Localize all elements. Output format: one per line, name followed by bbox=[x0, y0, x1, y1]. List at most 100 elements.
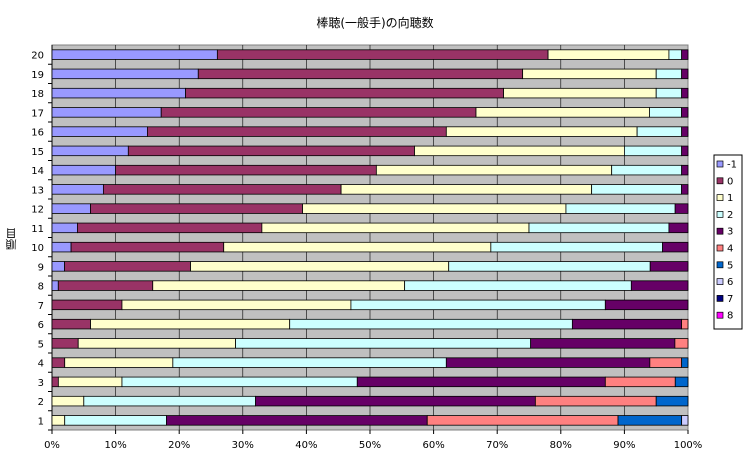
bar-segment bbox=[64, 357, 174, 368]
bar-segment bbox=[604, 299, 689, 311]
bar-segment bbox=[223, 241, 492, 253]
bar-segment bbox=[681, 68, 689, 80]
bar-segment bbox=[190, 261, 450, 272]
bar-segment bbox=[51, 376, 59, 388]
bar-segment bbox=[185, 87, 504, 99]
bar-segment bbox=[350, 299, 606, 311]
legend-label: 8 bbox=[727, 311, 733, 322]
y-tick-label: 8 bbox=[38, 282, 44, 293]
bar-segment bbox=[77, 338, 236, 349]
bar-segment bbox=[630, 280, 689, 291]
bar-segment bbox=[261, 222, 530, 234]
bar-segment bbox=[51, 107, 162, 118]
bar-segment bbox=[51, 68, 199, 80]
legend-swatch bbox=[716, 227, 724, 235]
bar-segment bbox=[83, 395, 256, 407]
y-tick-label: 6 bbox=[38, 320, 44, 331]
bar-segment bbox=[356, 376, 606, 388]
bar-segment bbox=[51, 395, 85, 407]
bar-segment bbox=[57, 376, 123, 388]
chart-title: 棒聴(一般手)の向聴数 bbox=[316, 16, 434, 30]
legend-label: 4 bbox=[727, 244, 733, 255]
bar-segment bbox=[617, 415, 683, 426]
bar-segment bbox=[404, 280, 632, 291]
legend-swatch bbox=[716, 177, 724, 185]
y-tick-label: 3 bbox=[38, 378, 44, 389]
bar-segment bbox=[197, 68, 524, 80]
legend-label: -1 bbox=[727, 160, 737, 171]
bar-segment bbox=[77, 222, 263, 234]
bar-segment bbox=[64, 261, 191, 272]
bar-segment bbox=[302, 203, 567, 214]
y-tick-label: 15 bbox=[31, 147, 44, 158]
bar-segment bbox=[51, 184, 104, 195]
bar-segment bbox=[51, 87, 186, 99]
y-tick-label: 5 bbox=[38, 339, 44, 350]
bar-segment bbox=[51, 299, 123, 311]
y-tick-label: 18 bbox=[31, 89, 44, 100]
bar-segment bbox=[340, 184, 593, 195]
legend-label: 2 bbox=[727, 210, 733, 221]
legend-label: 1 bbox=[727, 193, 733, 204]
bar-segment bbox=[51, 357, 66, 368]
bar-segment bbox=[611, 164, 683, 176]
legend-label: 7 bbox=[727, 294, 733, 305]
x-tick-label: 60% bbox=[422, 440, 444, 451]
bar-segment bbox=[51, 222, 78, 234]
x-tick-label: 10% bbox=[104, 440, 126, 451]
bar-segment bbox=[528, 222, 670, 234]
y-tick-label: 13 bbox=[31, 185, 44, 196]
bar-segment bbox=[681, 184, 689, 195]
legend-swatch bbox=[716, 211, 724, 218]
bar-segment bbox=[255, 395, 536, 407]
bar-segment bbox=[522, 68, 657, 80]
bar-segment bbox=[674, 376, 689, 388]
legend-swatch bbox=[716, 194, 724, 201]
bar-segment bbox=[172, 357, 447, 368]
bar-segment bbox=[121, 299, 352, 311]
legend-swatch bbox=[716, 160, 724, 168]
bar-segment bbox=[565, 203, 676, 214]
x-tick-label: 90% bbox=[613, 440, 635, 451]
legend-swatch bbox=[716, 278, 724, 285]
bar-segment bbox=[152, 280, 406, 291]
bar-segment bbox=[235, 338, 532, 349]
bar-segment bbox=[681, 126, 689, 137]
bar-segment bbox=[662, 241, 689, 253]
legend-label: 6 bbox=[727, 277, 733, 288]
bar-segment bbox=[649, 261, 689, 272]
bar-segment bbox=[70, 241, 225, 253]
bar-segment bbox=[503, 87, 657, 99]
bar-segment bbox=[414, 145, 625, 157]
bar-segment bbox=[655, 395, 689, 407]
bar-segment bbox=[51, 415, 66, 426]
legend-label: 5 bbox=[727, 260, 733, 271]
bar-segment bbox=[530, 338, 676, 349]
legend-swatch bbox=[716, 244, 724, 252]
bar-segment bbox=[166, 415, 428, 426]
bar-segment bbox=[51, 280, 59, 291]
legend-label: 3 bbox=[727, 227, 733, 238]
bar-segment bbox=[445, 126, 638, 137]
bar-segment bbox=[681, 107, 689, 118]
bar-segment bbox=[51, 164, 116, 176]
x-tick-label: 100% bbox=[674, 440, 703, 451]
y-tick-label: 17 bbox=[31, 108, 44, 119]
y-tick-label: 10 bbox=[31, 243, 44, 254]
bar-segment bbox=[90, 203, 303, 214]
bar-segment bbox=[160, 107, 477, 118]
x-tick-label: 50% bbox=[359, 440, 381, 451]
bar-segment bbox=[649, 357, 683, 368]
y-tick-label: 1 bbox=[38, 416, 44, 427]
x-tick-label: 0% bbox=[44, 440, 60, 451]
x-tick-label: 20% bbox=[168, 440, 190, 451]
bar-segment bbox=[475, 107, 650, 118]
bar-segment bbox=[681, 318, 689, 330]
x-tick-label: 80% bbox=[550, 440, 572, 451]
bar-segment bbox=[681, 415, 689, 426]
bar-segment bbox=[64, 415, 167, 426]
legend-swatch bbox=[716, 295, 724, 302]
legend-label: 0 bbox=[727, 176, 733, 187]
bar-segment bbox=[448, 261, 651, 272]
